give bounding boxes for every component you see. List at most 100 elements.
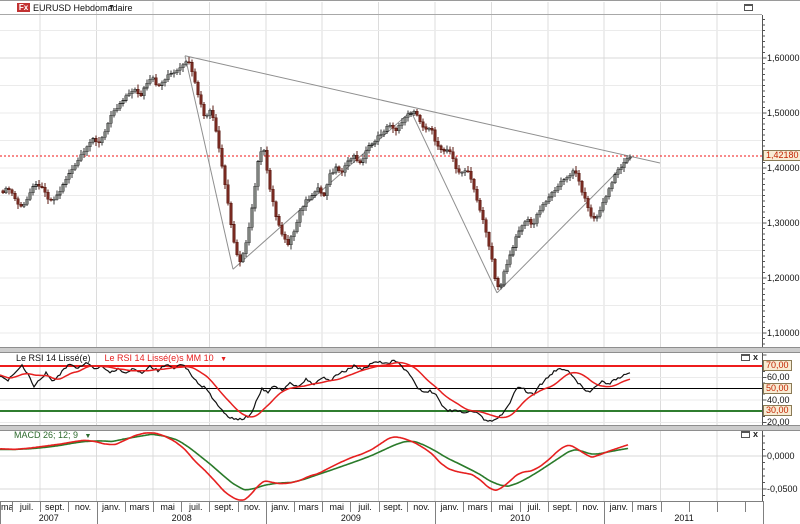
candle-bear xyxy=(481,210,485,221)
candle-bull xyxy=(307,198,311,201)
candle-bull xyxy=(388,125,392,127)
candle-bear xyxy=(475,189,479,201)
rsi-axis-label: 60,00 xyxy=(767,372,790,383)
candle-bull xyxy=(541,203,545,211)
restore-window-icon[interactable] xyxy=(744,4,753,11)
candle-bull xyxy=(361,158,365,163)
candle-bull xyxy=(22,203,26,207)
candle-bear xyxy=(493,258,497,279)
candle-bear xyxy=(46,192,50,200)
macd-close-icon[interactable]: x xyxy=(753,429,759,439)
candle-bull xyxy=(148,78,152,84)
rsi-restore-icon[interactable] xyxy=(741,354,750,361)
candle-bull xyxy=(403,117,407,123)
rsi-axis-label-boxed: 30,00 xyxy=(763,405,792,416)
candle-bear xyxy=(193,71,197,83)
chevron-down-icon[interactable]: ▼ xyxy=(220,356,228,363)
candle-bear xyxy=(94,138,98,142)
candle-bull xyxy=(562,179,566,182)
candle-bull xyxy=(169,73,173,76)
candle-bear xyxy=(319,187,323,194)
fx-icon: Fx xyxy=(17,3,30,12)
candle-bear xyxy=(43,187,47,193)
candle-bull xyxy=(79,154,83,161)
candle-bull xyxy=(553,190,557,193)
candle-bear xyxy=(358,160,362,163)
candle-bull xyxy=(400,122,404,126)
candle-bull xyxy=(28,192,32,200)
rsi-ma-label[interactable]: Le RSI 14 Lissé(e)s MM 10 xyxy=(104,353,214,363)
instrument-selector[interactable]: EURUSD Hebdomadaire xyxy=(33,3,133,13)
candle-bull xyxy=(301,206,305,212)
candle-bear xyxy=(421,121,425,128)
chevron-down-icon[interactable]: ▼ xyxy=(108,4,115,11)
candle-bear xyxy=(265,150,269,171)
candle-bull xyxy=(598,209,602,217)
candle-bear xyxy=(340,170,344,173)
candle-bull xyxy=(613,174,617,183)
trend-line-advance-2009 xyxy=(232,110,412,270)
candle-bull xyxy=(124,95,128,101)
rsi-close-icon[interactable]: x xyxy=(753,352,759,362)
macd-panel-header: MACD 26; 12; 9 ▼ xyxy=(14,431,91,441)
candle-bull xyxy=(118,103,122,109)
candle-bear xyxy=(439,145,443,150)
candle-bear xyxy=(229,203,233,225)
candle-bull xyxy=(31,186,35,193)
candle-bull xyxy=(412,110,416,114)
last-price-tag: 1,42180 xyxy=(763,150,800,161)
panel-separator[interactable] xyxy=(0,347,800,353)
candle-bull xyxy=(298,210,302,223)
candle-bear xyxy=(97,141,101,144)
candle-bull xyxy=(343,165,347,173)
candle-bull xyxy=(175,70,179,74)
candle-bear xyxy=(496,278,500,288)
candle-bull xyxy=(616,169,620,175)
candle-bull xyxy=(73,165,77,170)
chevron-down-icon[interactable]: ▼ xyxy=(84,433,92,440)
candle-bull xyxy=(349,158,353,162)
candle-bull xyxy=(331,172,335,175)
candle-bull xyxy=(328,173,332,186)
candle-bear xyxy=(196,81,200,96)
candle-bear xyxy=(454,158,458,170)
candle-bull xyxy=(316,187,320,193)
candle-bear xyxy=(7,188,11,191)
macd-label[interactable]: MACD 26; 12; 9 xyxy=(14,430,79,440)
candle-bear xyxy=(19,204,23,207)
candle-bear xyxy=(217,130,221,149)
candle-bull xyxy=(514,236,518,248)
candle-bear xyxy=(583,191,587,199)
candle-bear xyxy=(430,127,434,131)
rsi-panel-header: Le RSI 14 Lissé(e) Le RSI 14 Lissé(e)s MM… xyxy=(16,354,227,364)
candle-bull xyxy=(409,113,413,115)
candle-bull xyxy=(532,222,536,225)
candle-bear xyxy=(448,149,452,152)
candle-bull xyxy=(505,263,509,272)
candle-bull xyxy=(535,213,539,224)
candle-bull xyxy=(76,159,80,166)
candle-bull xyxy=(121,100,125,104)
candle-bear xyxy=(199,94,203,105)
macd-restore-icon[interactable] xyxy=(741,431,750,438)
candle-bull xyxy=(142,87,146,97)
panel-separator[interactable] xyxy=(0,425,800,431)
candle-bull xyxy=(547,196,551,203)
rsi-axis-label-boxed: 70,00 xyxy=(763,360,792,371)
title-bar: Fx EURUSD Hebdomadaire ▼ xyxy=(0,1,762,15)
candle-bull xyxy=(58,190,62,196)
candle-bear xyxy=(232,224,236,243)
candle-bear xyxy=(235,242,239,256)
candle-bear xyxy=(580,181,584,193)
candle-bear xyxy=(211,110,215,119)
rsi-label[interactable]: Le RSI 14 Lissé(e) xyxy=(16,353,91,363)
candle-bear xyxy=(190,62,194,72)
candle-bull xyxy=(304,199,308,208)
candle-bull xyxy=(460,171,464,174)
candle-bull xyxy=(502,271,506,286)
candle-bear xyxy=(40,186,44,188)
candle-bull xyxy=(325,184,329,197)
candle-bear xyxy=(574,170,578,174)
candle-bull xyxy=(115,107,119,112)
candle-bear xyxy=(418,114,422,123)
